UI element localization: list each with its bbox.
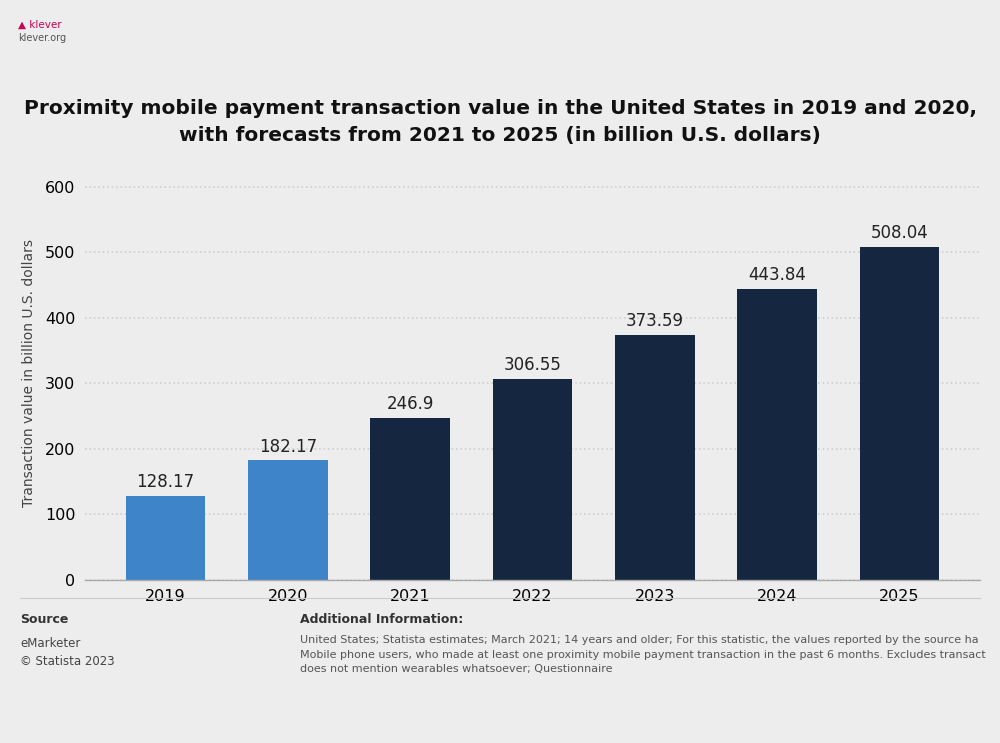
Text: Source: Source [20,613,68,626]
Bar [860,247,939,580]
Text: 246.9: 246.9 [386,395,434,413]
Bar [248,461,328,580]
Bar [370,418,450,580]
Text: 306.55: 306.55 [504,357,561,374]
Text: 128.17: 128.17 [136,473,195,491]
Text: 508.04: 508.04 [871,224,928,242]
Y-axis label: Transaction value in billion U.S. dollars: Transaction value in billion U.S. dollar… [22,239,36,507]
Text: Additional Information:: Additional Information: [300,613,463,626]
Text: eMarketer
© Statista 2023: eMarketer © Statista 2023 [20,637,115,668]
Text: 443.84: 443.84 [748,267,806,285]
Text: klever.org: klever.org [18,33,66,43]
Text: Proximity mobile payment transaction value in the United States in 2019 and 2020: Proximity mobile payment transaction val… [24,100,976,145]
Text: United States; Statista estimates; March 2021; 14 years and older; For this stat: United States; Statista estimates; March… [300,635,986,674]
Bar [737,289,817,580]
Bar [493,379,572,580]
Text: 182.17: 182.17 [259,438,317,455]
Text: ▲ klever: ▲ klever [18,19,62,29]
Bar [126,496,205,580]
Bar [615,335,695,580]
Text: 373.59: 373.59 [626,312,684,331]
